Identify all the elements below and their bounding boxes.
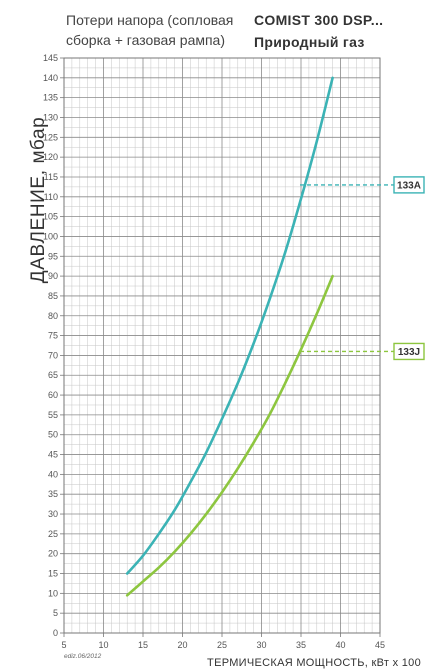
y-tick-label: 70 [48,350,58,360]
chart-model-title: COMIST 300 DSP... [254,12,383,28]
y-tick-label: 10 [48,588,58,598]
x-tick-label: 30 [256,640,266,650]
y-tick-label: 80 [48,311,58,321]
series-label-133a: 133A [397,180,421,191]
edition-note: ediz.06/2012 [64,653,102,660]
series-label-133j: 133J [398,347,420,358]
series-layer [125,76,334,597]
x-tick-label: 10 [98,640,108,650]
y-tick-label: 105 [43,212,58,222]
y-tick-label: 95 [48,251,58,261]
y-tick-label: 125 [43,132,58,142]
y-axis-ticks: 0 5 10 15 20 25 30 35 40 45 50 55 60 65 70 75 80 85 90 95 10… [43,53,64,638]
y-tick-label: 40 [48,469,58,479]
marker-tag-133a [393,176,425,194]
x-axis-label: ТЕРМИЧЕСКАЯ МОЩНОСТЬ, кВт х 100 [207,657,421,669]
y-tick-label: 130 [43,112,58,122]
y-tick-label: 135 [43,93,58,103]
y-tick-label: 5 [53,608,58,618]
y-tick-label: 15 [48,569,58,579]
series-line-133a [125,76,334,575]
x-tick-label: 15 [138,640,148,650]
y-tick-label: 45 [48,450,58,460]
series-markers: 133A 133J [300,176,425,361]
chart-subtitle-line2: сборка + газовая рампа) [66,32,225,48]
y-tick-label: 140 [43,73,58,83]
x-tick-label: 5 [61,640,66,650]
y-tick-label: 85 [48,291,58,301]
y-tick-label: 115 [44,172,58,182]
x-tick-label: 20 [177,640,187,650]
x-axis-ticks: 5 10 15 20 25 30 35 40 45 [61,633,385,650]
y-axis-label: ДАВЛЕНИЕ, мбар [28,117,49,284]
y-tick-label: 20 [48,549,58,559]
y-tick-label: 35 [48,489,58,499]
marker-tag-133j [393,342,425,361]
x-tick-label: 25 [217,640,227,650]
chart-subtitle-line1: Потери напора (сопловая [66,12,233,28]
y-tick-label: 90 [48,271,58,281]
chart-fuel-label: Природный газ [254,34,365,50]
y-tick-label: 55 [48,410,58,420]
y-tick-label: 65 [48,370,58,380]
y-tick-label: 100 [43,231,58,241]
y-tick-label: 75 [48,331,58,341]
y-tick-label: 110 [44,192,58,202]
series-line-133j [125,274,334,597]
y-tick-label: 50 [48,430,58,440]
x-tick-label: 35 [296,640,306,650]
y-tick-label: 30 [48,509,58,519]
y-tick-label: 120 [43,152,58,162]
y-tick-label: 0 [53,628,58,638]
x-tick-label: 45 [375,640,385,650]
x-tick-label: 40 [335,640,345,650]
y-tick-label: 25 [48,529,58,539]
y-tick-label: 145 [43,53,58,63]
y-tick-label: 60 [48,390,58,400]
